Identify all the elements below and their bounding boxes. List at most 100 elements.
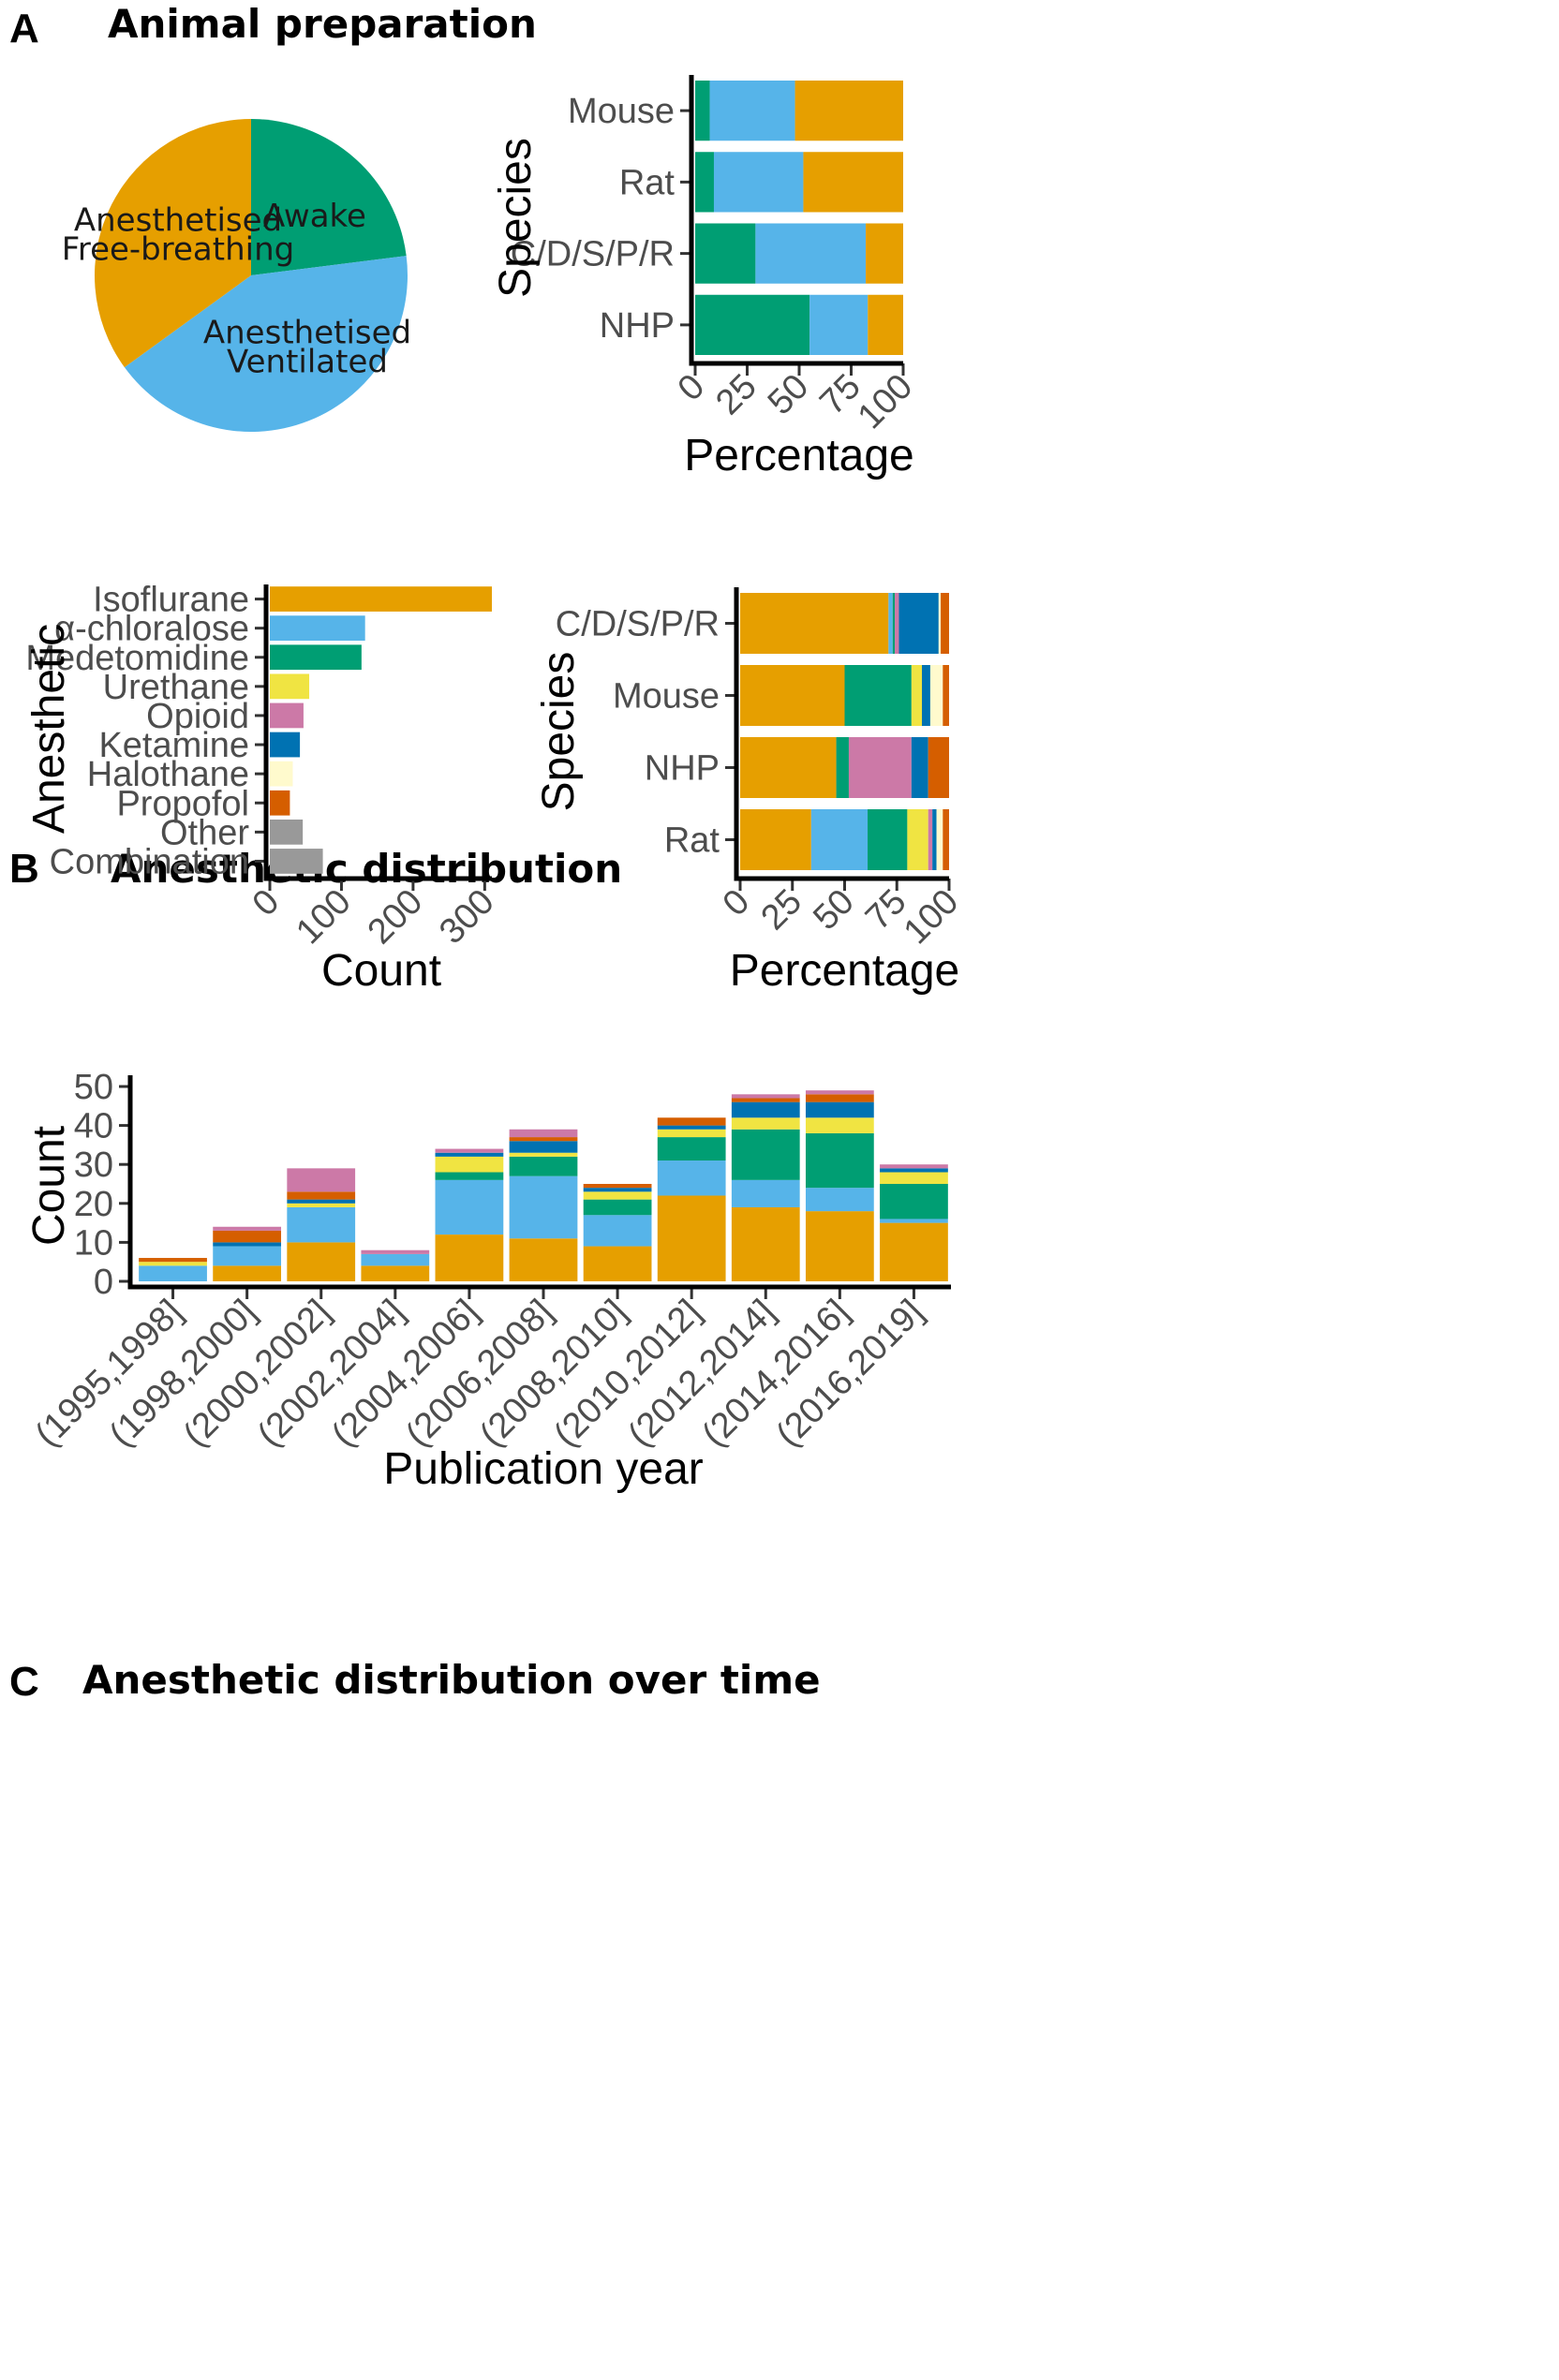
bar-segment-2000-2002-alpha-chloralose (287, 1206, 356, 1243)
bar-segment-2012-2014-opioid (731, 1094, 800, 1099)
bar-segment-nhp-awake (695, 294, 810, 355)
bar-segment-rat-opioid (928, 809, 933, 870)
bar-segment-2014-2016-ketamine (805, 1101, 874, 1118)
panel-c-letter: C (9, 1659, 39, 1705)
y-tick-label-mouse: Mouse (568, 92, 675, 131)
bar-isoflurane (270, 586, 492, 612)
bar-segment-2002-2004-alpha-chloralose (361, 1253, 430, 1266)
bar-segment-2010-2012-medetomidine (657, 1137, 726, 1161)
x-tick-label: 100 (897, 882, 967, 953)
y-tick-label: 10 (74, 1223, 113, 1263)
x-tick-label: 200 (361, 882, 431, 953)
bar-medetomidine (270, 644, 362, 671)
bar-segment-c-d-s-p-r-isoflurane (740, 593, 889, 654)
bar-segment-2006-2008-propofol (509, 1137, 578, 1142)
bar-segment-mouse-urethane (911, 665, 923, 726)
bar-segment-mouse-freebreathing (794, 81, 903, 141)
bar-segment-rat-awake (695, 152, 714, 213)
bar-segment-2016-2019-ketamine (880, 1168, 948, 1173)
bar-segment-2000-2002-opioid (287, 1168, 356, 1192)
bar-segment-1995-1998-alpha-chloralose (139, 1265, 207, 1281)
bar-segment-2008-2010-ketamine (583, 1188, 652, 1192)
bar-segment-2004-2006-isoflurane (435, 1234, 504, 1281)
bar-segment-2012-2014-medetomidine (731, 1129, 800, 1180)
pie-label-ventilated: Ventilated (227, 344, 388, 381)
x-tick-label: 0 (671, 367, 713, 409)
bar-segment-mouse-halothane (929, 665, 943, 726)
chart-b-species-percentage: C/D/S/P/RMouseNHPRat0255075100Percentage… (534, 587, 966, 996)
y-tick-label-alpha-chloralose: α-chloralose (54, 610, 249, 649)
pie-slice-freebreathing (95, 118, 252, 368)
bar-alpha-chloralose (270, 615, 365, 642)
pie-label-awake: Awake (263, 198, 366, 235)
bar-segment-rat-alpha-chloralose (810, 809, 869, 870)
pie-label-freebreathing: Anesthetised (74, 202, 282, 240)
bar-segment-c-d-s-p-r-ketamine (898, 593, 939, 654)
x-tick-label: 25 (754, 882, 810, 939)
y-tick-label: 0 (94, 1263, 113, 1302)
panel-b-title: Anesthetic distribution (111, 846, 622, 892)
y-tick-label: 20 (74, 1185, 113, 1224)
bar-segment-nhp-medetomidine (836, 737, 849, 798)
bar-segment-c-d-s-p-r-alpha-chloralose (888, 593, 893, 654)
bar-combination (270, 849, 323, 874)
bar-halothane (270, 761, 293, 787)
bar-segment-1998-2000-propofol (213, 1230, 282, 1243)
bar-segment-nhp-freebreathing (868, 294, 903, 355)
y-tick-label-ketamine: Ketamine (98, 726, 249, 765)
y-tick-label-medetomidine: Medetomidine (25, 639, 249, 678)
bar-segment-c-d-s-p-r-medetomidine (892, 593, 896, 654)
x-axis-title: Percentage (730, 946, 960, 996)
y-axis-title: Species (534, 652, 584, 812)
axis-lines (263, 584, 492, 881)
bar-segment-1998-2000-isoflurane (213, 1265, 282, 1281)
y-tick-label: 40 (74, 1107, 113, 1146)
panel-a-letter: A (9, 6, 39, 52)
bar-segment-2006-2008-medetomidine (509, 1156, 578, 1176)
y-tick-label-rat: Rat (664, 821, 720, 861)
y-tick-label-nhp: NHP (645, 749, 720, 789)
bar-segment-2006-2008-alpha-chloralose (509, 1175, 578, 1239)
bar-segment-c-d-s-p-r-propofol (941, 593, 949, 654)
bar-segment-2012-2014-isoflurane (731, 1206, 800, 1281)
x-tick-label: 50 (806, 882, 862, 939)
y-tick-label-isoflurane: Isoflurane (93, 581, 249, 620)
bar-segment-2016-2019-isoflurane (880, 1222, 948, 1281)
bar-propofol (270, 790, 290, 816)
bar-segment-nhp-opioid (848, 737, 912, 798)
x-axis-title: Count (321, 946, 441, 996)
panel-c-title: Anesthetic distribution over time (82, 1657, 821, 1703)
bar-segment-2000-2002-propofol (287, 1191, 356, 1200)
bar-segment-c-d-s-p-r-halothane (938, 593, 942, 654)
pie-label-ventilated: Anesthetised (203, 315, 411, 352)
bar-segment-rat-ventilated (713, 152, 804, 213)
y-tick-label-halothane: Halothane (87, 755, 249, 794)
bar-segment-2004-2006-medetomidine (435, 1172, 504, 1180)
pie-slice-awake (251, 119, 407, 275)
y-tick-label: 30 (74, 1146, 113, 1185)
bar-segment-2008-2010-medetomidine (583, 1199, 652, 1216)
x-tick-label: 50 (761, 367, 817, 423)
x-tick-label: 100 (289, 882, 359, 953)
x-tick-label: 25 (708, 367, 765, 423)
bar-opioid (270, 702, 304, 729)
pie-label-freebreathing: Free-breathing (62, 231, 294, 269)
bar-segment-rat-medetomidine (868, 809, 908, 870)
bar-segment-c-d-s-p-r-ventilated (755, 223, 867, 284)
chart-a-species-percentage: MouseRatC/D/S/P/RNHP0255075100Percentage… (491, 75, 920, 480)
bar-segment-nhp-isoflurane (740, 737, 837, 798)
bar-segment-2008-2010-alpha-chloralose (583, 1215, 652, 1247)
bar-segment-2000-2002-ketamine (287, 1199, 356, 1204)
bar-segment-2012-2014-propofol (731, 1098, 800, 1102)
pie-slice-ventilated (124, 256, 408, 432)
y-tick-label-mouse: Mouse (613, 677, 720, 717)
y-tick-label-other: Other (160, 813, 249, 852)
bar-segment-c-d-s-p-r-opioid (895, 593, 899, 654)
bar-segment-nhp-ventilated (809, 294, 869, 355)
bar-segment-2004-2006-alpha-chloralose (435, 1179, 504, 1235)
panel-b-letter: B (9, 846, 39, 892)
axis-lines (734, 587, 949, 881)
y-tick-label-c-d-s-p-r: C/D/S/P/R (511, 235, 675, 274)
bar-segment-2008-2010-isoflurane (583, 1246, 652, 1281)
bar-segment-2004-2006-ketamine (435, 1152, 504, 1157)
